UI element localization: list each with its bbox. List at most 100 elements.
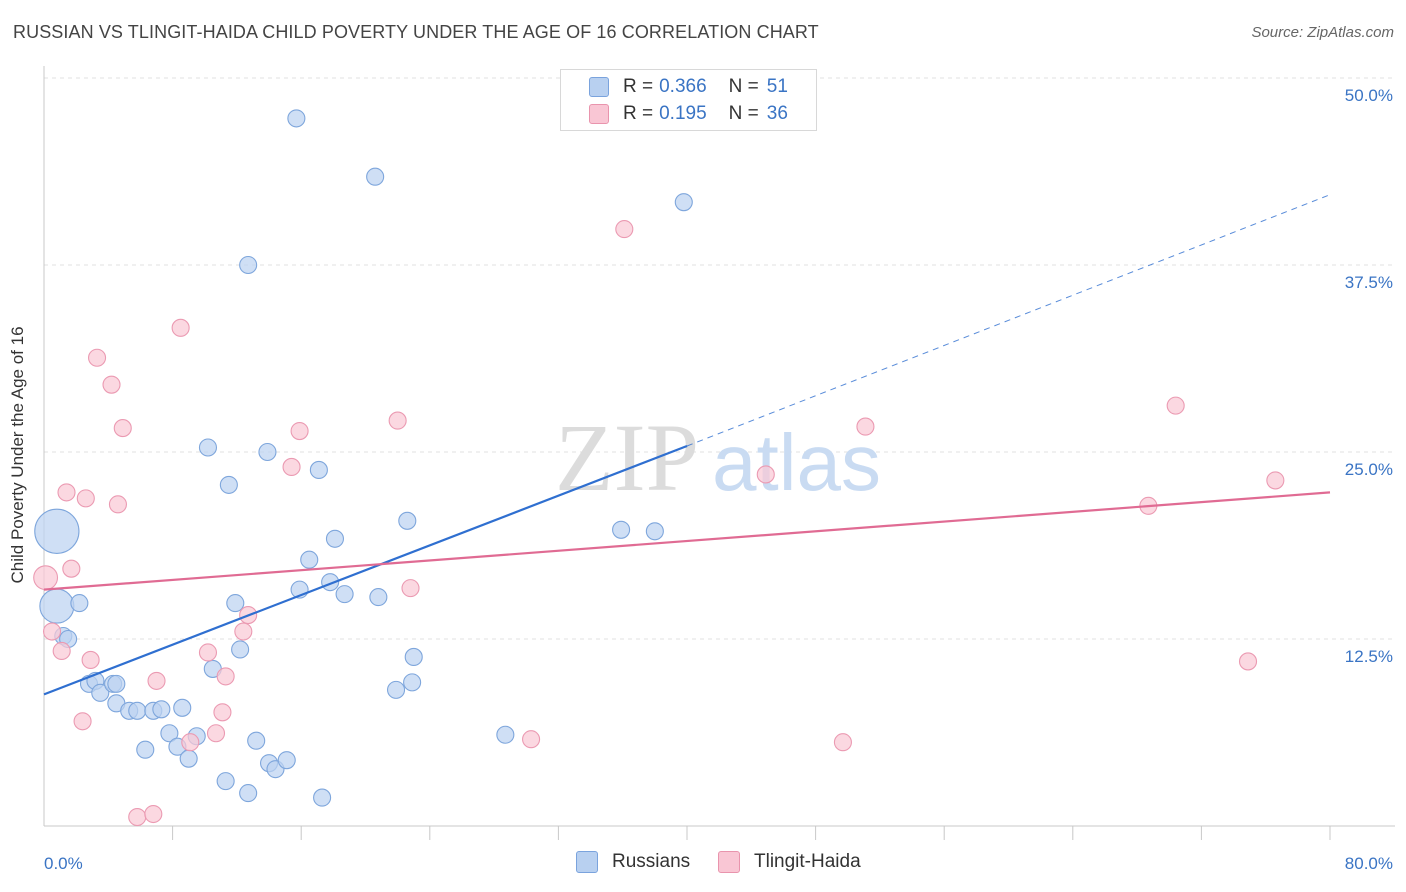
legend-n-label: N =: [728, 76, 759, 97]
legend-swatch-tlingit: [718, 851, 740, 873]
legend-r-label: R =: [623, 76, 654, 97]
legend-label-russians: Russians: [612, 851, 691, 872]
watermark-atlas: atlas: [712, 418, 881, 507]
y-tick-label: 25.0%: [1345, 460, 1393, 479]
tlingit-point: [216, 667, 235, 686]
tlingit-point: [57, 483, 76, 502]
russians-point: [239, 784, 258, 803]
tlingit-trend-line: [43, 491, 1331, 591]
russians-point: [287, 109, 306, 128]
source-label: Source: ZipAtlas.com: [1251, 24, 1394, 41]
tlingit-point: [1266, 471, 1285, 490]
tlingit-point: [1238, 652, 1258, 671]
tlingit-point: [856, 417, 875, 436]
russians-point: [313, 788, 332, 807]
russians-point: [335, 585, 354, 604]
russians-point: [403, 673, 422, 692]
russians-point: [398, 511, 417, 530]
legend-item-russians[interactable]: Russians: [576, 851, 690, 873]
russians-point: [226, 594, 245, 613]
russians-point: [216, 772, 235, 791]
russians-point: [173, 698, 192, 717]
tlingit-point: [33, 565, 59, 591]
russians-point: [179, 749, 198, 768]
legend-swatch-russians: [576, 851, 598, 873]
tlingit-point: [388, 411, 407, 430]
tlingit-point: [290, 422, 309, 441]
russians-point: [39, 588, 75, 624]
legend-n-value: 51: [766, 76, 788, 97]
legend-swatch-tlingit: [589, 104, 609, 124]
russians-point: [369, 588, 388, 607]
tlingit-point: [102, 375, 121, 394]
russians-point: [496, 725, 515, 744]
y-tick-label: 50.0%: [1345, 86, 1393, 105]
watermark-zip: ZIP: [555, 404, 699, 511]
x-tick-label: 0.0%: [44, 854, 83, 873]
series-legend: Russians Tlingit-Haida: [0, 851, 1406, 879]
russians-point: [91, 683, 110, 702]
legend-r-value: 0.195: [659, 103, 707, 124]
tlingit-point: [73, 712, 92, 731]
tlingit-point: [1166, 396, 1185, 415]
tlingit-point: [113, 419, 132, 438]
russians-point: [128, 701, 147, 720]
x-tick-label: 80.0%: [1345, 854, 1393, 873]
tlingit-point: [282, 457, 301, 477]
tlingit-point: [81, 650, 100, 669]
russians-point: [34, 508, 80, 554]
russians-point: [198, 438, 218, 457]
russians-point: [152, 700, 171, 719]
russians-point: [277, 751, 296, 770]
russians-point: [404, 647, 423, 667]
russians-point: [612, 520, 631, 539]
tlingit-point: [615, 220, 634, 239]
russians-point: [300, 550, 319, 569]
russians-point: [107, 674, 126, 693]
russians-point: [247, 731, 266, 750]
gridlines: [44, 77, 1395, 640]
russians-point: [645, 522, 664, 541]
legend-label-tlingit: Tlingit-Haida: [754, 851, 861, 872]
legend-item-tlingit[interactable]: Tlingit-Haida: [718, 851, 861, 873]
watermark: ZIP atlas: [555, 404, 881, 511]
russians-point: [136, 740, 155, 759]
russians-point: [239, 255, 258, 275]
tlingit-point: [213, 703, 232, 722]
y-axis-label: Child Poverty Under the Age of 16: [8, 326, 27, 584]
russians-point: [219, 475, 238, 494]
stats-legend: R = 0.366 N = 51 R = 0.195 N = 36: [560, 69, 817, 131]
legend-row-tlingit: R = 0.195 N = 36: [589, 103, 788, 125]
tlingit-point: [52, 641, 71, 661]
tlingit-point: [144, 804, 163, 824]
russians-trend-extension: [686, 194, 1331, 447]
tlingit-point: [401, 579, 420, 598]
legend-r-value: 0.366: [659, 76, 707, 97]
russians-point: [386, 680, 406, 699]
russians-point: [160, 724, 179, 743]
russians-point: [258, 442, 277, 462]
tlingit-point: [198, 643, 218, 662]
tlingit-point: [108, 495, 127, 514]
trend-lines: [43, 194, 1331, 696]
tlingit-point: [756, 465, 775, 484]
tlingit-point: [76, 489, 95, 508]
tlingit-point: [87, 348, 107, 367]
tlingit-point: [234, 622, 253, 641]
y-tick-label: 37.5%: [1345, 273, 1393, 292]
russians-point: [674, 193, 693, 212]
tlingit-point: [147, 671, 166, 690]
data-points: [33, 109, 1285, 827]
y-axis-label-wrap: Child Poverty Under the Age of 16: [8, 326, 38, 583]
tlingit-point: [522, 730, 541, 749]
tlingit-point: [128, 807, 147, 827]
axes: [43, 66, 1395, 840]
russians-point: [366, 167, 385, 186]
russians-point: [231, 640, 250, 659]
russians-point: [325, 529, 345, 548]
legend-r-label: R =: [623, 103, 654, 124]
legend-n-value: 36: [766, 103, 788, 124]
legend-row-russians: R = 0.366 N = 51: [589, 76, 788, 98]
legend-swatch-russians: [589, 77, 609, 97]
russians-trend-line: [43, 444, 688, 696]
